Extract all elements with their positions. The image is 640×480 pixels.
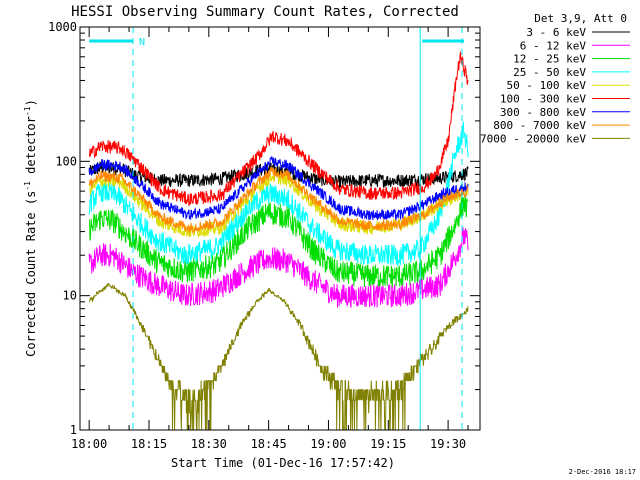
tick-layer: 18:00 18:15 18:30 18:45 19:00 19:15 19:30 1 10 10… — [48, 20, 480, 451]
y-axis-label-end: ) — [24, 99, 38, 106]
series-3 — [88, 121, 469, 266]
series-2 — [88, 194, 469, 288]
legend-label-4: 50 - 100 keV — [507, 79, 587, 92]
y-axis-label-sup1: -1 — [23, 181, 32, 191]
x-tick-label-0: 18:00 — [71, 437, 107, 451]
series-line-3 — [88, 121, 469, 266]
legend-header: Det 3,9, Att 0 — [534, 12, 627, 25]
data-layer — [88, 51, 469, 431]
y-axis-label-mid: detector — [24, 116, 38, 181]
y-axis-label-sup2: -1 — [23, 106, 32, 116]
series-line-5 — [89, 51, 469, 207]
plot-frame — [79, 26, 481, 431]
legend-label-2: 12 - 25 keV — [513, 53, 586, 66]
legend-label-6: 300 - 800 keV — [500, 106, 586, 119]
timestamp: 2-Dec-2016 18:17 — [569, 468, 636, 476]
x-axis-label: Start Time (01-Dec-16 17:57:42) — [171, 456, 395, 470]
series-7 — [88, 166, 469, 234]
x-tick-label-2: 18:30 — [191, 437, 227, 451]
series-line-6 — [88, 155, 469, 221]
series-line-4 — [88, 169, 469, 239]
legend-label-7: 800 - 7000 keV — [493, 119, 586, 132]
y-tick-label-0: 1 — [70, 423, 77, 437]
y-tick-label-1: 10 — [63, 289, 77, 303]
chart-title: HESSI Observing Summary Count Rates, Cor… — [71, 4, 459, 20]
series-8 — [89, 282, 469, 431]
x-tick-label-4: 19:00 — [310, 437, 346, 451]
series-1 — [88, 227, 469, 308]
legend-label-8: 7000 - 20000 keV — [480, 132, 586, 145]
x-tick-label-1: 18:15 — [131, 437, 167, 451]
legend-label-3: 25 - 50 keV — [513, 66, 586, 79]
series-5 — [89, 51, 469, 207]
series-line-7 — [88, 166, 469, 234]
legend-label-1: 6 - 12 keV — [520, 39, 587, 52]
legend-label-5: 100 - 300 keV — [500, 93, 586, 106]
y-tick-label-3: 1000 — [48, 20, 77, 34]
series-line-2 — [88, 194, 469, 288]
x-tick-label-6: 19:30 — [430, 437, 466, 451]
annotation-n: N — [139, 37, 145, 48]
y-axis-label-main: Corrected Count Rate (s — [24, 191, 38, 357]
x-tick-label-3: 18:45 — [251, 437, 287, 451]
series-6 — [88, 155, 469, 221]
x-tick-label-5: 19:15 — [370, 437, 406, 451]
overlay-layer: N — [89, 27, 465, 430]
series-4 — [88, 169, 469, 239]
legend-label-0: 3 - 6 keV — [526, 26, 586, 39]
y-tick-label-2: 100 — [55, 154, 77, 168]
series-line-8 — [89, 282, 469, 431]
y-axis-label: Corrected Count Rate (s-1 detector-1) — [23, 99, 38, 357]
series-line-1 — [88, 227, 469, 308]
